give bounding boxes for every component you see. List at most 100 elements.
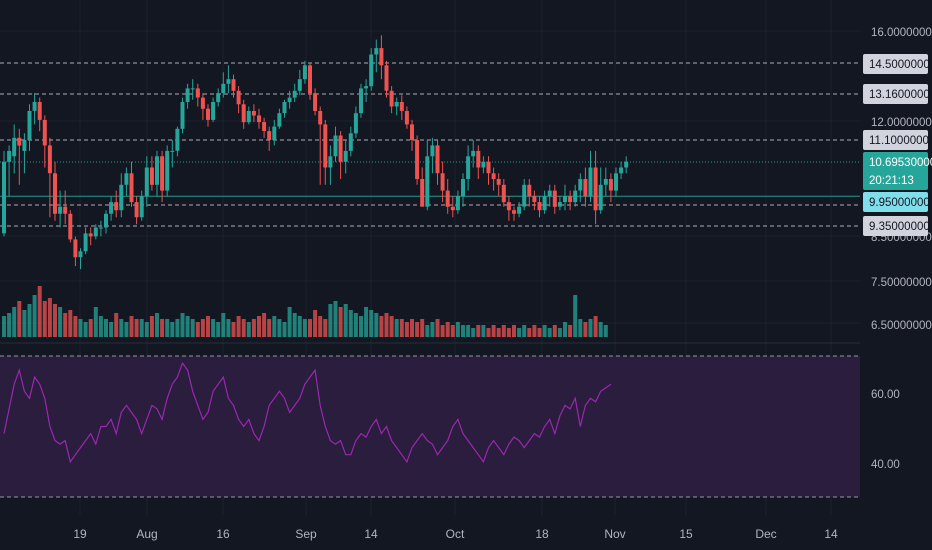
- candle-body[interactable]: [155, 156, 159, 185]
- candle-body[interactable]: [7, 150, 12, 162]
- candle-body[interactable]: [206, 108, 210, 120]
- candle-body[interactable]: [287, 97, 292, 103]
- candle-body[interactable]: [481, 161, 486, 168]
- candle-body[interactable]: [455, 196, 460, 211]
- candle-body[interactable]: [394, 102, 399, 107]
- candle-body[interactable]: [522, 184, 527, 207]
- candle-body[interactable]: [195, 88, 200, 98]
- rsi-pane[interactable]: [0, 355, 860, 498]
- candle-body[interactable]: [343, 150, 348, 162]
- candle-body[interactable]: [93, 227, 98, 237]
- candle-body[interactable]: [425, 156, 430, 207]
- candle-body[interactable]: [144, 167, 149, 197]
- candle-body[interactable]: [2, 161, 6, 234]
- candle-body[interactable]: [384, 65, 389, 91]
- candle-body[interactable]: [139, 196, 144, 218]
- candle-body[interactable]: [369, 54, 374, 87]
- candle-body[interactable]: [399, 102, 404, 111]
- candle-body[interactable]: [262, 122, 267, 131]
- candle-body[interactable]: [568, 196, 573, 203]
- candle-body[interactable]: [302, 65, 307, 80]
- candle-body[interactable]: [190, 88, 195, 90]
- candle-body[interactable]: [404, 111, 409, 125]
- price-axis[interactable]: 16.00000000 12.00000000 8.50000000 7.500…: [863, 27, 932, 332]
- candle-body[interactable]: [619, 167, 624, 174]
- candle-body[interactable]: [32, 102, 37, 111]
- candle-body[interactable]: [134, 202, 139, 218]
- candle-body[interactable]: [517, 206, 522, 214]
- candle-body[interactable]: [98, 227, 103, 229]
- candle-body[interactable]: [165, 150, 170, 191]
- candle-body[interactable]: [277, 113, 282, 127]
- candle-body[interactable]: [328, 156, 333, 168]
- candle-body[interactable]: [542, 196, 547, 211]
- candle-body[interactable]: [353, 113, 358, 134]
- candle-body[interactable]: [563, 196, 567, 203]
- candle-body[interactable]: [58, 206, 63, 214]
- candle-body[interactable]: [313, 93, 318, 111]
- candle-body[interactable]: [588, 167, 593, 197]
- candle-body[interactable]: [12, 137, 17, 157]
- candle-body[interactable]: [614, 173, 618, 191]
- candle-body[interactable]: [175, 128, 180, 151]
- candle-body[interactable]: [88, 233, 93, 237]
- candle-body[interactable]: [211, 102, 216, 120]
- candle-body[interactable]: [450, 206, 455, 211]
- candle-body[interactable]: [410, 124, 414, 140]
- candle-body[interactable]: [420, 179, 425, 207]
- candle-body[interactable]: [318, 111, 323, 125]
- candle-body[interactable]: [53, 173, 57, 214]
- candles[interactable]: [2, 35, 629, 270]
- candle-body[interactable]: [282, 102, 287, 114]
- candle-body[interactable]: [170, 150, 175, 152]
- candle-body[interactable]: [109, 202, 114, 214]
- candle-body[interactable]: [364, 86, 369, 89]
- candle-body[interactable]: [593, 167, 598, 211]
- candle-body[interactable]: [374, 48, 379, 55]
- candle-body[interactable]: [512, 210, 516, 214]
- candle-body[interactable]: [83, 233, 88, 252]
- candle-body[interactable]: [114, 202, 119, 211]
- candle-body[interactable]: [532, 196, 537, 203]
- candle-body[interactable]: [180, 102, 185, 129]
- candle-body[interactable]: [73, 239, 78, 258]
- candle-body[interactable]: [471, 150, 476, 157]
- candle-body[interactable]: [124, 173, 129, 185]
- candle-body[interactable]: [603, 179, 608, 185]
- candle-body[interactable]: [323, 124, 328, 168]
- candle-body[interactable]: [104, 213, 108, 228]
- candle-body[interactable]: [22, 140, 27, 151]
- rsi-axis[interactable]: 60.00 40.00: [871, 389, 900, 471]
- candle-body[interactable]: [578, 179, 583, 191]
- candle-body[interactable]: [430, 145, 435, 157]
- candle-body[interactable]: [292, 90, 297, 98]
- candle-body[interactable]: [68, 213, 73, 240]
- candle-body[interactable]: [445, 190, 450, 207]
- candle-body[interactable]: [359, 88, 363, 114]
- candle-body[interactable]: [527, 184, 532, 197]
- candle-body[interactable]: [42, 119, 47, 146]
- candle-body[interactable]: [496, 179, 501, 185]
- candle-body[interactable]: [78, 251, 83, 258]
- candle-body[interactable]: [547, 190, 552, 197]
- candle-body[interactable]: [557, 202, 562, 207]
- candle-body[interactable]: [297, 79, 302, 91]
- candle-body[interactable]: [379, 48, 384, 66]
- candle-body[interactable]: [333, 135, 338, 157]
- candle-body[interactable]: [200, 97, 205, 109]
- candle-body[interactable]: [486, 161, 491, 174]
- time-axis[interactable]: 19 Aug 16 Sep 14 Oct 18 Nov 15 Dec 14: [73, 527, 838, 541]
- candle-body[interactable]: [251, 111, 256, 116]
- candle-body[interactable]: [506, 202, 511, 211]
- candle-body[interactable]: [216, 93, 221, 103]
- candle-body[interactable]: [185, 88, 190, 102]
- candle-body[interactable]: [37, 102, 42, 120]
- candle-body[interactable]: [47, 145, 52, 174]
- candle-body[interactable]: [27, 111, 32, 140]
- candle-body[interactable]: [435, 145, 440, 174]
- candle-body[interactable]: [461, 179, 465, 197]
- candle-body[interactable]: [160, 156, 165, 191]
- candle-body[interactable]: [241, 104, 246, 123]
- candle-body[interactable]: [338, 135, 343, 162]
